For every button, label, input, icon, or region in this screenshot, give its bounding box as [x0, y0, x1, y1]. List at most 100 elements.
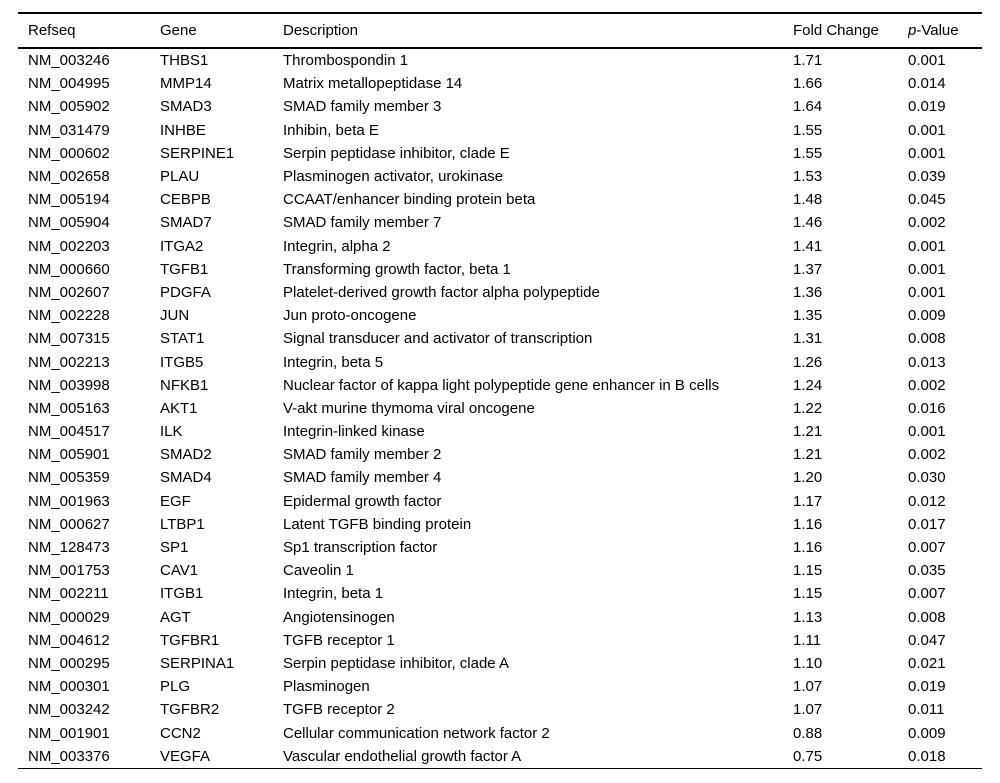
- cell-fold-change: 1.55: [793, 144, 823, 162]
- cell-description: Vascular endothelial growth factor A: [283, 747, 522, 765]
- table-row: NM_005902 SMAD3 SMAD family member 3 1.6…: [18, 95, 982, 118]
- cell-description: SMAD family member 3: [283, 98, 442, 116]
- table-row: NM_000627 LTBP1 Latent TGFB binding prot…: [18, 513, 982, 536]
- cell-description: TGFB receptor 1: [283, 631, 395, 649]
- table-row: NM_005359 SMAD4 SMAD family member 4 1.2…: [18, 466, 982, 489]
- cell-fold-change: 1.15: [793, 585, 823, 603]
- cell-fold-change: 1.55: [793, 121, 823, 139]
- cell-refseq: NM_005901: [28, 446, 110, 464]
- cell-refseq: NM_031479: [28, 121, 110, 139]
- cell-description: Serpin peptidase inhibitor, clade A: [283, 654, 509, 672]
- table-row: NM_001901 CCN2 Cellular communication ne…: [18, 721, 982, 744]
- header-refseq: Refseq: [18, 13, 160, 49]
- cell-fold-change: 1.07: [793, 678, 823, 696]
- cell-refseq: NM_005359: [28, 469, 110, 487]
- cell-refseq: NM_002607: [28, 283, 110, 301]
- cell-p-value: 0.007: [908, 539, 946, 557]
- cell-description: Serpin peptidase inhibitor, clade E: [283, 144, 510, 162]
- cell-fold-change: 1.46: [793, 214, 823, 232]
- cell-description: Epidermal growth factor: [283, 492, 442, 510]
- header-row: Refseq Gene Description Fold Change p-Va…: [18, 13, 982, 49]
- table-row: NM_005163 AKT1 V-akt murine thymoma vira…: [18, 397, 982, 420]
- cell-fold-change: 1.21: [793, 446, 823, 464]
- cell-fold-change: 1.36: [793, 283, 823, 301]
- cell-fold-change: 0.75: [793, 747, 823, 765]
- table-row: NM_004517 ILK Integrin-linked kinase 1.2…: [18, 420, 982, 443]
- cell-refseq: NM_000295: [28, 654, 110, 672]
- table-row: NM_002203 ITGA2 Integrin, alpha 2 1.41 0…: [18, 235, 982, 258]
- cell-refseq: NM_007315: [28, 330, 110, 348]
- cell-fold-change: 1.22: [793, 399, 823, 417]
- cell-gene: ILK: [160, 423, 183, 441]
- cell-gene: SMAD2: [160, 446, 212, 464]
- cell-description: Thrombospondin 1: [283, 52, 409, 70]
- cell-gene: ITGB5: [160, 353, 204, 371]
- table-row: NM_007315 STAT1 Signal transducer and ac…: [18, 327, 982, 350]
- table-row: NM_000029 AGT Angiotensinogen 1.13 0.008: [18, 606, 982, 629]
- cell-description: Caveolin 1: [283, 562, 354, 580]
- cell-p-value: 0.002: [908, 446, 946, 464]
- cell-fold-change: 1.21: [793, 423, 823, 441]
- cell-fold-change: 1.17: [793, 492, 823, 510]
- cell-gene: TGFBR1: [160, 631, 220, 649]
- cell-fold-change: 1.16: [793, 539, 823, 557]
- cell-description: Sp1 transcription factor: [283, 539, 438, 557]
- cell-refseq: NM_000029: [28, 608, 110, 626]
- cell-fold-change: 1.66: [793, 75, 823, 93]
- cell-description: Integrin, beta 5: [283, 353, 384, 371]
- cell-description: SMAD family member 4: [283, 469, 442, 487]
- cell-description: Inhibin, beta E: [283, 121, 379, 139]
- cell-gene: AKT1: [160, 399, 198, 417]
- cell-fold-change: 1.41: [793, 237, 823, 255]
- cell-description: Nuclear factor of kappa light polypeptid…: [283, 376, 720, 394]
- cell-refseq: NM_004517: [28, 423, 110, 441]
- table-row: NM_002607 PDGFA Platelet-derived growth …: [18, 281, 982, 304]
- cell-fold-change: 1.13: [793, 608, 823, 626]
- cell-p-value: 0.013: [908, 353, 946, 371]
- table-header: Refseq Gene Description Fold Change p-Va…: [18, 13, 982, 49]
- cell-p-value: 0.019: [908, 678, 946, 696]
- cell-gene: PDGFA: [160, 283, 211, 301]
- cell-p-value: 0.039: [908, 168, 946, 186]
- cell-refseq: NM_003242: [28, 701, 110, 719]
- cell-description: Latent TGFB binding protein: [283, 515, 472, 533]
- cell-p-value: 0.001: [908, 423, 946, 441]
- cell-refseq: NM_000602: [28, 144, 110, 162]
- cell-gene: THBS1: [160, 52, 209, 70]
- cell-p-value: 0.007: [908, 585, 946, 603]
- cell-description: SMAD family member 7: [283, 214, 442, 232]
- cell-gene: VEGFA: [160, 747, 211, 765]
- table-row: NM_128473 SP1 Sp1 transcription factor 1…: [18, 536, 982, 559]
- cell-description: V-akt murine thymoma viral oncogene: [283, 399, 535, 417]
- cell-description: Integrin, beta 1: [283, 585, 384, 603]
- cell-gene: PLAU: [160, 168, 200, 186]
- cell-refseq: NM_002228: [28, 307, 110, 325]
- cell-refseq: NM_003376: [28, 747, 110, 765]
- table-row: NM_000660 TGFB1 Transforming growth fact…: [18, 258, 982, 281]
- cell-p-value: 0.001: [908, 121, 946, 139]
- table-row: NM_005901 SMAD2 SMAD family member 2 1.2…: [18, 443, 982, 466]
- cell-refseq: NM_002213: [28, 353, 110, 371]
- cell-p-value: 0.017: [908, 515, 946, 533]
- header-fold-change-label: Fold Change: [793, 22, 879, 39]
- cell-gene: ITGA2: [160, 237, 204, 255]
- cell-gene: NFKB1: [160, 376, 209, 394]
- cell-description: Integrin-linked kinase: [283, 423, 425, 441]
- cell-refseq: NM_001753: [28, 562, 110, 580]
- cell-fold-change: 1.53: [793, 168, 823, 186]
- cell-gene: SMAD4: [160, 469, 212, 487]
- cell-refseq: NM_002211: [28, 585, 109, 603]
- cell-p-value: 0.001: [908, 144, 946, 162]
- cell-fold-change: 1.31: [793, 330, 823, 348]
- cell-refseq: NM_005902: [28, 98, 110, 116]
- table-row: NM_000602 SERPINE1 Serpin peptidase inhi…: [18, 142, 982, 165]
- table-row: NM_004612 TGFBR1 TGFB receptor 1 1.11 0.…: [18, 629, 982, 652]
- cell-p-value: 0.018: [908, 747, 946, 765]
- cell-description: Plasminogen: [283, 678, 370, 696]
- cell-p-value: 0.030: [908, 469, 946, 487]
- cell-p-value: 0.019: [908, 98, 946, 116]
- header-description-label: Description: [283, 22, 359, 39]
- cell-refseq: NM_004612: [28, 631, 110, 649]
- header-p-value-label: -Value: [916, 22, 959, 39]
- table-row: NM_000301 PLG Plasminogen 1.07 0.019: [18, 675, 982, 698]
